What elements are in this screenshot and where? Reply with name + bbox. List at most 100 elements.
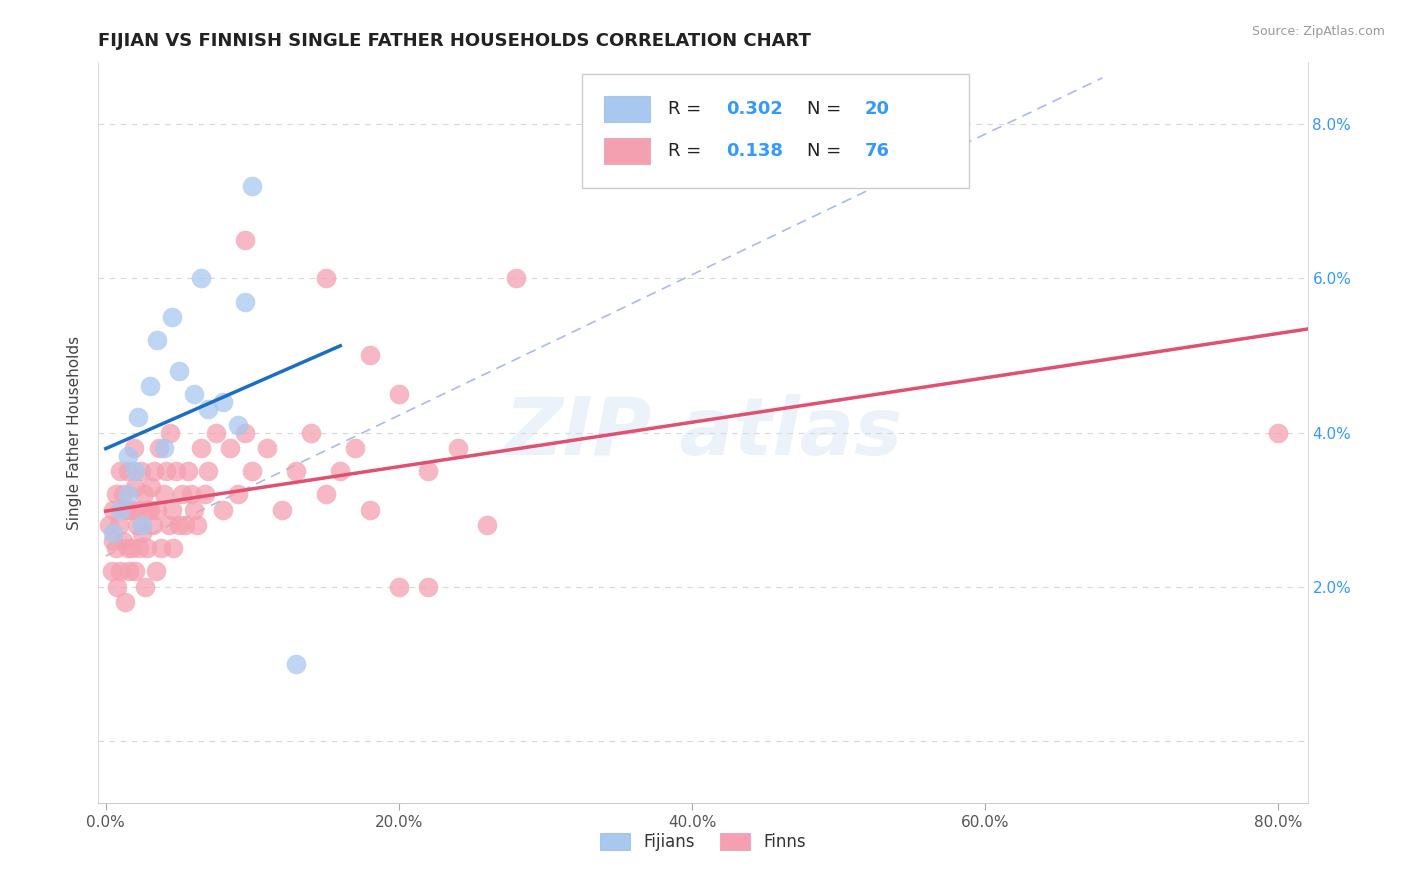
Point bbox=[153, 487, 176, 501]
Point bbox=[329, 464, 352, 478]
Point bbox=[162, 541, 184, 556]
Point bbox=[101, 533, 124, 548]
Point bbox=[110, 565, 132, 579]
Point bbox=[127, 410, 149, 425]
Point bbox=[138, 379, 160, 393]
Point bbox=[141, 480, 163, 494]
Point bbox=[135, 502, 157, 516]
Point bbox=[128, 541, 150, 556]
Point bbox=[174, 518, 197, 533]
Point bbox=[170, 487, 193, 501]
Point bbox=[359, 502, 381, 516]
Point bbox=[418, 464, 440, 478]
Point bbox=[359, 349, 381, 363]
Point bbox=[134, 580, 156, 594]
Point bbox=[180, 487, 202, 501]
Point bbox=[101, 525, 124, 540]
Point bbox=[153, 441, 176, 455]
Point bbox=[165, 464, 187, 478]
Point bbox=[190, 271, 212, 285]
FancyBboxPatch shape bbox=[603, 138, 650, 164]
Point bbox=[112, 487, 135, 501]
Point bbox=[505, 271, 527, 285]
Text: R =: R = bbox=[668, 100, 707, 118]
Point bbox=[160, 310, 183, 324]
Point bbox=[197, 402, 219, 417]
Point bbox=[388, 387, 411, 401]
Point bbox=[117, 487, 139, 501]
Text: ZIP atlas: ZIP atlas bbox=[503, 393, 903, 472]
Point bbox=[343, 441, 366, 455]
Point bbox=[212, 394, 235, 409]
Point bbox=[183, 387, 205, 401]
FancyBboxPatch shape bbox=[603, 96, 650, 122]
Point bbox=[204, 425, 226, 440]
Text: FIJIAN VS FINNISH SINGLE FATHER HOUSEHOLDS CORRELATION CHART: FIJIAN VS FINNISH SINGLE FATHER HOUSEHOL… bbox=[98, 32, 811, 50]
Point bbox=[145, 565, 167, 579]
Point bbox=[285, 464, 308, 478]
Point bbox=[226, 417, 249, 432]
Point bbox=[183, 502, 205, 516]
Point bbox=[110, 502, 132, 516]
Point bbox=[233, 233, 256, 247]
Point bbox=[118, 565, 141, 579]
FancyBboxPatch shape bbox=[582, 73, 969, 188]
Y-axis label: Single Father Households: Single Father Households bbox=[67, 335, 83, 530]
Point bbox=[157, 518, 180, 533]
Point bbox=[155, 464, 177, 478]
Point bbox=[233, 425, 256, 440]
Point bbox=[233, 294, 256, 309]
Legend: Fijians, Finns: Fijians, Finns bbox=[593, 826, 813, 857]
Point bbox=[197, 464, 219, 478]
Text: 0.138: 0.138 bbox=[725, 143, 783, 161]
Point bbox=[418, 580, 440, 594]
Point bbox=[124, 464, 146, 478]
Point bbox=[138, 502, 160, 516]
Point bbox=[131, 525, 153, 540]
Point bbox=[285, 657, 308, 671]
Text: 0.302: 0.302 bbox=[725, 100, 783, 118]
Point bbox=[135, 541, 157, 556]
Text: Source: ZipAtlas.com: Source: ZipAtlas.com bbox=[1251, 25, 1385, 38]
Point bbox=[299, 425, 322, 440]
Point bbox=[121, 541, 143, 556]
Point bbox=[129, 464, 152, 478]
Point bbox=[240, 464, 263, 478]
Point bbox=[212, 502, 235, 516]
Point bbox=[101, 502, 124, 516]
Point bbox=[315, 487, 337, 501]
Point bbox=[127, 502, 149, 516]
Point bbox=[475, 518, 498, 533]
Point bbox=[108, 518, 131, 533]
Point bbox=[240, 178, 263, 193]
Text: 20: 20 bbox=[865, 100, 890, 118]
Text: N =: N = bbox=[807, 143, 846, 161]
Text: R =: R = bbox=[668, 143, 713, 161]
Point bbox=[150, 541, 173, 556]
Point bbox=[146, 502, 169, 516]
Point bbox=[100, 565, 122, 579]
Text: 76: 76 bbox=[865, 143, 890, 161]
Point bbox=[446, 441, 468, 455]
Point bbox=[105, 541, 128, 556]
Point bbox=[124, 565, 146, 579]
Point bbox=[117, 541, 139, 556]
Point bbox=[142, 518, 165, 533]
Point bbox=[112, 533, 135, 548]
Point bbox=[125, 518, 148, 533]
Point bbox=[160, 502, 183, 516]
Point bbox=[226, 487, 249, 501]
Point bbox=[124, 480, 146, 494]
Point bbox=[177, 464, 200, 478]
Point bbox=[117, 449, 139, 463]
Point bbox=[186, 518, 208, 533]
Point bbox=[315, 271, 337, 285]
Point bbox=[107, 580, 129, 594]
Point bbox=[148, 441, 170, 455]
Point bbox=[190, 441, 212, 455]
Point bbox=[146, 333, 169, 347]
Text: N =: N = bbox=[807, 100, 846, 118]
Point bbox=[97, 518, 120, 533]
Point bbox=[143, 464, 166, 478]
Point bbox=[105, 487, 128, 501]
